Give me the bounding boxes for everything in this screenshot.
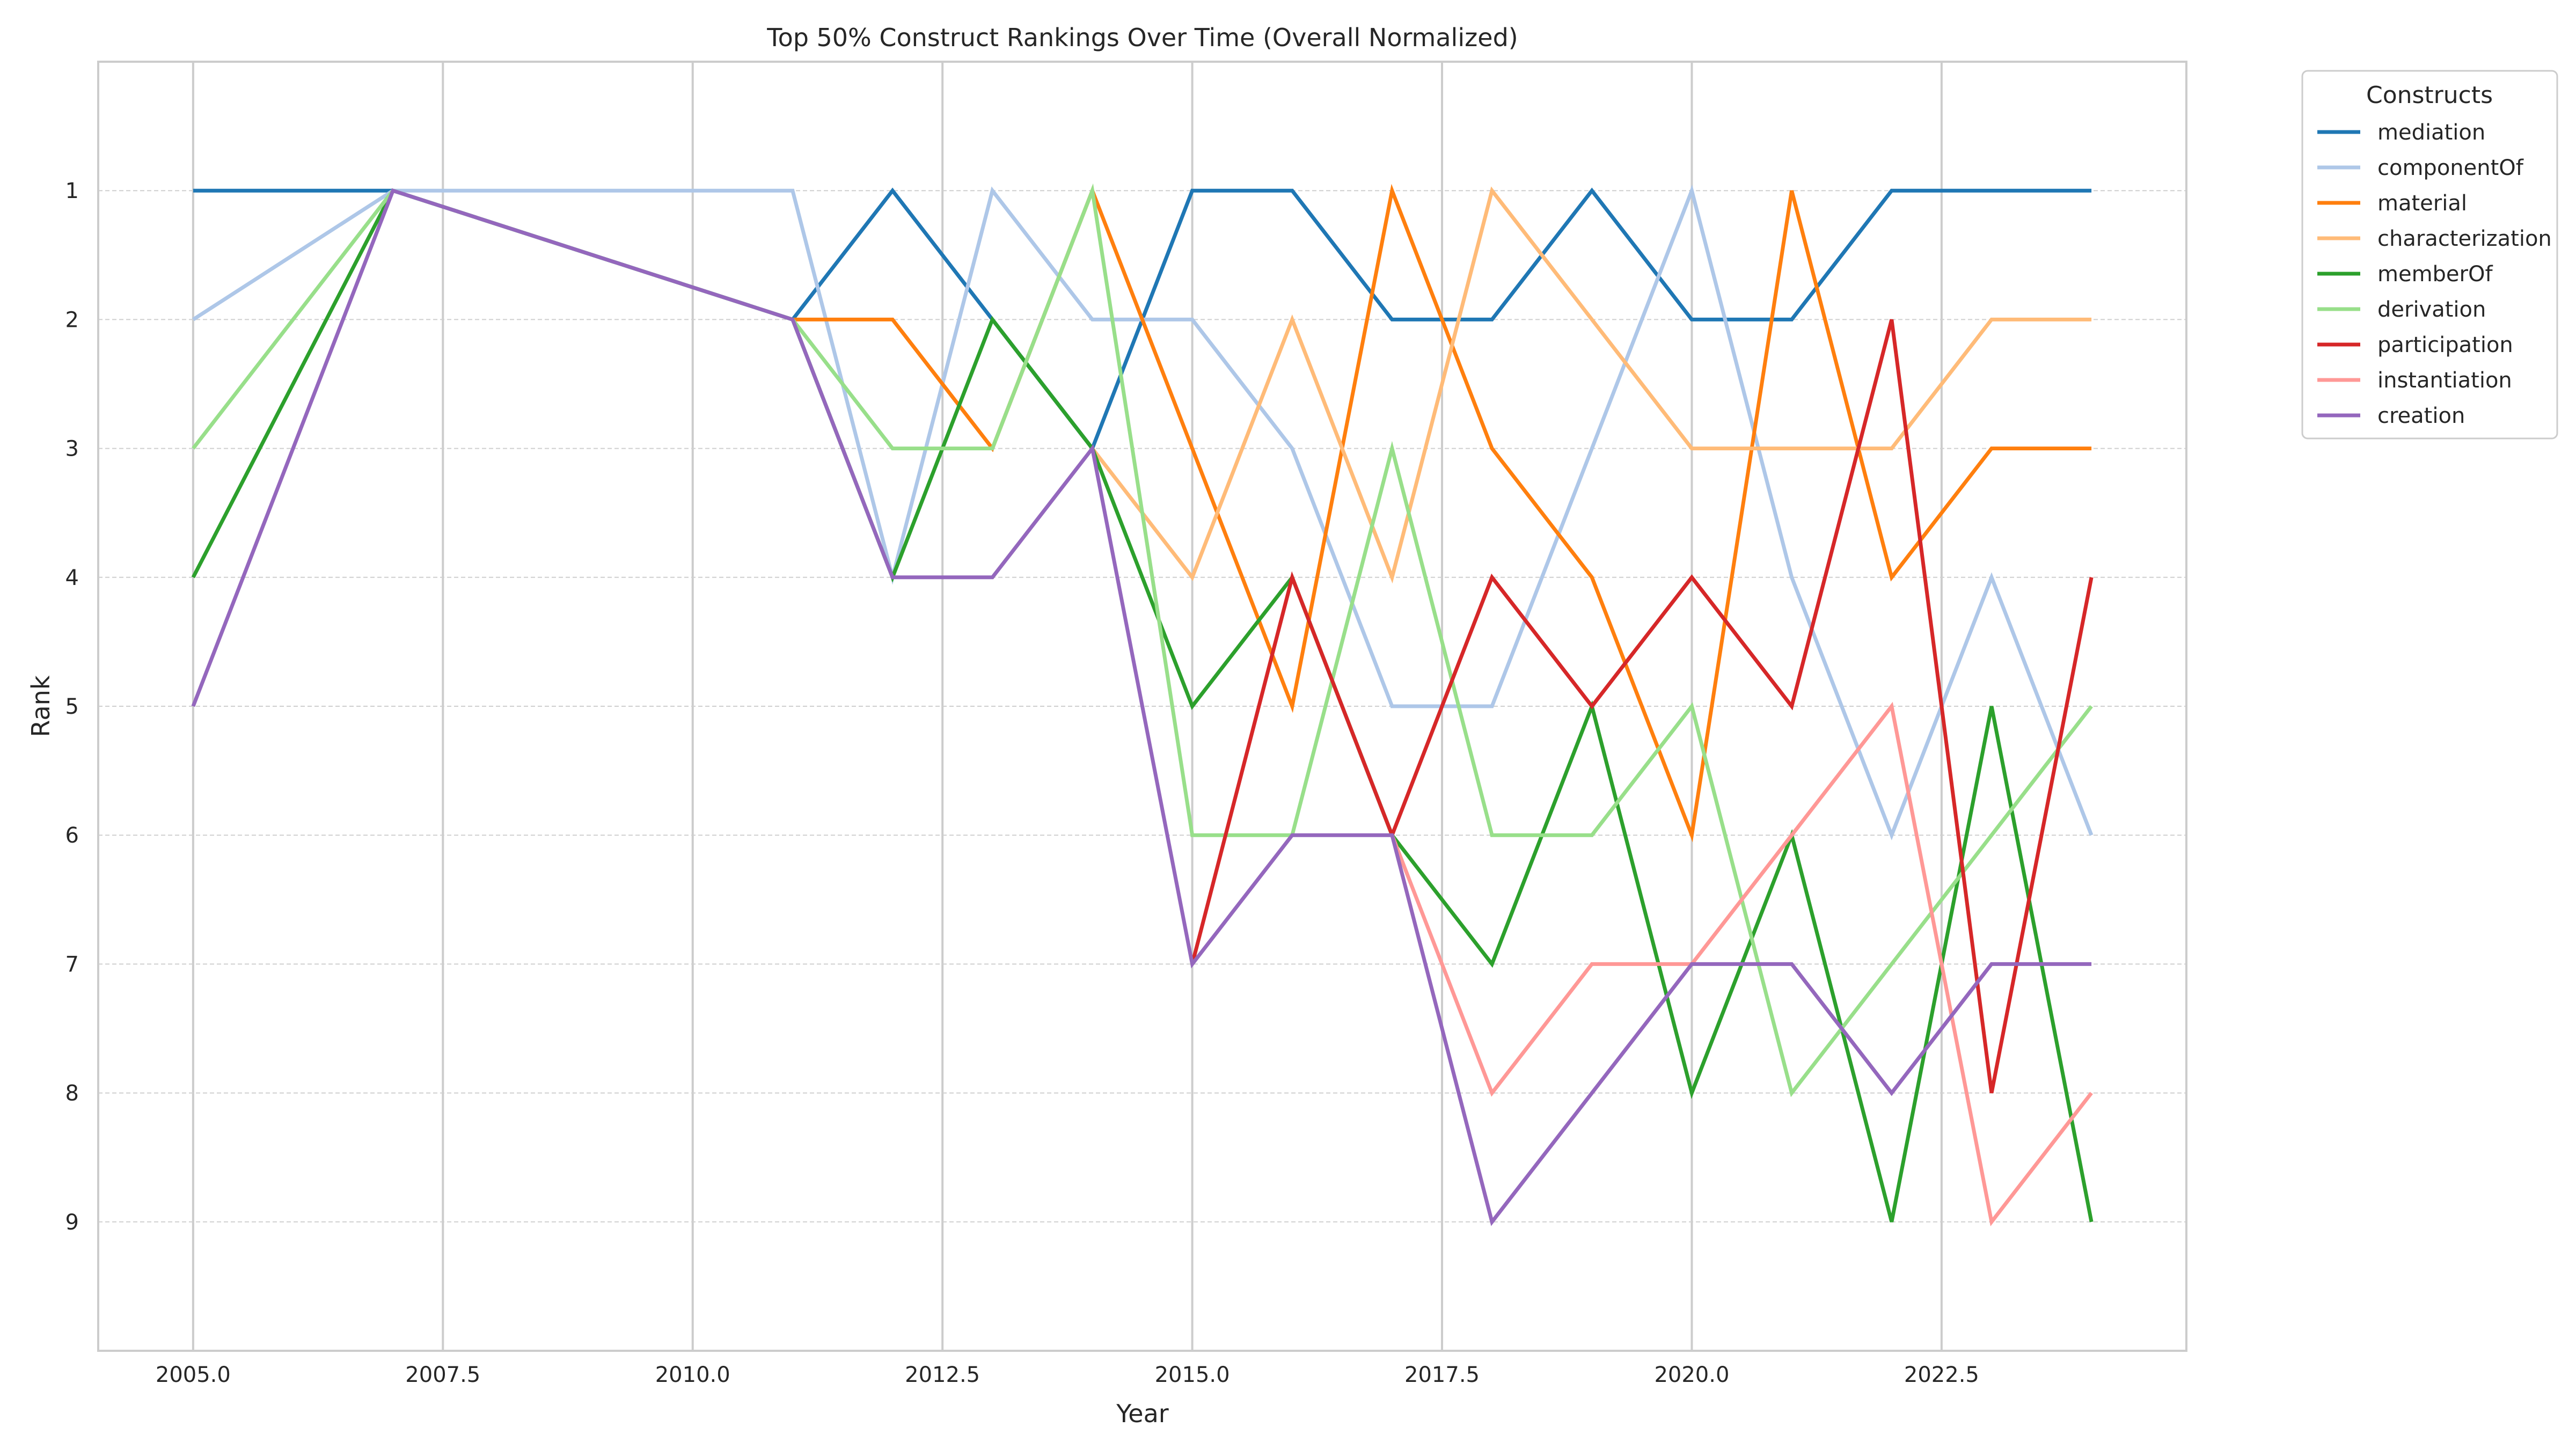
legend-box [2301, 70, 2558, 440]
tick-labels: 2005.0 2007.5 2010.0 2012.5 2015.0 2017.5 2020… [65, 179, 1979, 1387]
chart-title: Top 50% Construct Rankings Over Time (Ov… [766, 23, 1518, 52]
legend-label-material: material [2377, 191, 2467, 216]
x-tick-label: 2007.5 [405, 1363, 480, 1387]
y-axis-label: Rank [26, 675, 55, 737]
series-line-creation [191, 188, 2092, 1226]
legend-label-participation: participation [2377, 333, 2513, 357]
series-line-instantiation [1390, 701, 2093, 1227]
legend-items: mediation componentOf material characteriza… [2317, 120, 2552, 428]
x-tick-label: 2012.5 [905, 1363, 980, 1387]
y-tick-label: 8 [65, 1081, 79, 1106]
series-line-characterization [1091, 186, 2092, 584]
plot-frame [97, 61, 2187, 1352]
legend-label-derivation: derivation [2377, 297, 2486, 322]
legend-label-mediation: mediation [2377, 120, 2485, 145]
x-tick-label: 2005.0 [156, 1363, 231, 1387]
y-tick-label: 2 [65, 308, 79, 332]
series-layer [191, 183, 2094, 1227]
x-axis-label: Year [1116, 1399, 1168, 1428]
y-tick-label: 9 [65, 1210, 79, 1235]
legend: Constructs mediation componentOf material c… [2301, 70, 2558, 440]
y-tick-label: 3 [65, 437, 79, 462]
legend-label-componentOf: componentOf [2377, 156, 2524, 180]
legend-label-instantiation: instantiation [2377, 368, 2512, 393]
x-tick-label: 2020.0 [1654, 1363, 1729, 1387]
x-tick-label: 2017.5 [1404, 1363, 1480, 1387]
x-tick-label: 2010.0 [655, 1363, 730, 1387]
x-tick-label: 2015.0 [1155, 1363, 1230, 1387]
legend-title: Constructs [2366, 82, 2493, 109]
series-line-participation [1190, 319, 2094, 1094]
y-tick-label: 4 [65, 566, 79, 590]
x-tick-label: 2022.5 [1904, 1363, 1979, 1387]
y-tick-label: 1 [65, 179, 79, 203]
y-tick-label: 6 [65, 823, 79, 848]
legend-label-creation: creation [2377, 404, 2465, 428]
series-line-mediation [193, 187, 2092, 452]
y-tick-label: 7 [65, 952, 79, 977]
y-tick-label: 5 [65, 694, 79, 719]
legend-label-memberOf: memberOf [2377, 262, 2493, 287]
legend-label-characterization: characterization [2377, 226, 2552, 251]
